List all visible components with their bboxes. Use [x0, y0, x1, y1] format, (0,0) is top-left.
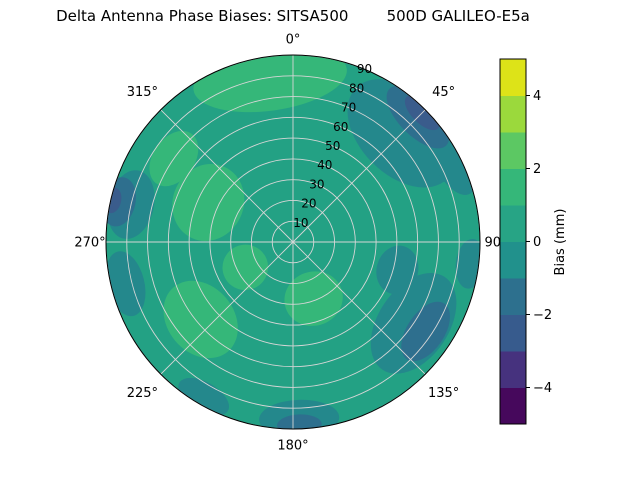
colorbar-tick-label: −2	[533, 308, 552, 323]
radial-tick-label: 80	[349, 81, 364, 95]
colorbar-segment	[500, 132, 526, 169]
azimuth-tick-label: 270°	[74, 236, 105, 251]
azimuth-tick-label: 45°	[432, 85, 455, 100]
azimuth-tick-label: 225°	[127, 386, 158, 401]
azimuth-tick-label: 315°	[127, 85, 158, 100]
radial-tick-label: 10	[293, 216, 308, 230]
colorbar-tick-label: −4	[533, 381, 552, 396]
colorbar-segment	[500, 387, 526, 425]
azimuth-tick-label: 180°	[277, 439, 308, 454]
colorbar-segment	[500, 205, 526, 242]
colorbar-tick-label: 4	[533, 89, 541, 104]
contour-region	[106, 251, 146, 317]
radial-tick-label: 70	[341, 101, 356, 115]
colorbar-tick-label: 2	[533, 162, 541, 177]
colorbar-segment	[500, 314, 526, 352]
radial-tick-label: 90	[357, 62, 372, 76]
colorbar-segment	[500, 95, 526, 133]
contour-region	[178, 377, 230, 416]
colorbar-segment	[500, 59, 526, 96]
contour-region	[284, 271, 343, 326]
radial-tick-label: 50	[325, 139, 340, 153]
tick-labels: 0°45°90°135°180°225°270°315°102030405060…	[74, 33, 507, 454]
chart-title: Delta Antenna Phase Biases: SITSA500 500…	[56, 7, 530, 25]
grid-spoke	[160, 109, 294, 243]
colorbar-tick-label: 0	[533, 235, 541, 250]
radial-tick-label: 30	[309, 177, 324, 191]
grid-spoke	[292, 241, 426, 375]
colorbar-segment	[500, 241, 526, 279]
contour-region	[172, 163, 245, 241]
contour-region	[163, 280, 238, 359]
polar-grid	[105, 54, 481, 430]
contour-region	[401, 301, 450, 362]
radial-tick-label: 20	[301, 197, 316, 211]
radial-tick-label: 60	[333, 120, 348, 134]
contour-region	[277, 414, 322, 429]
outer-boundary	[105, 54, 481, 430]
contour-region	[376, 245, 419, 295]
colorbar-segment	[500, 278, 526, 315]
colorbar-segment	[500, 351, 526, 388]
grid-spoke	[160, 241, 294, 375]
grid-spoke	[292, 109, 426, 243]
colorbar-segment	[500, 168, 526, 206]
azimuth-tick-label: 0°	[286, 33, 301, 48]
radial-tick-label: 40	[317, 158, 332, 172]
colorbar-axis-label: Bias (mm)	[553, 209, 568, 276]
colorbar: −4 −2 0 2 4 Bias (mm)	[499, 58, 568, 425]
azimuth-tick-label: 135°	[428, 386, 459, 401]
